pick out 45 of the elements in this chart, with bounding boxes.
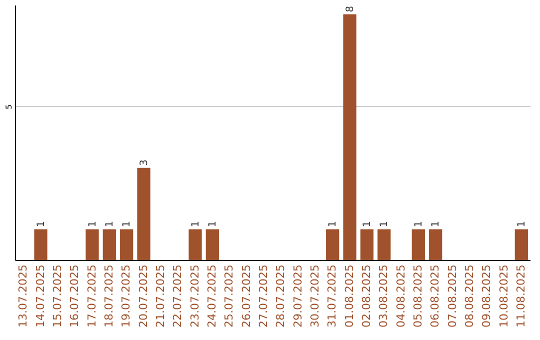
data-label: 3 (138, 159, 150, 166)
x-tick-label: 25.07.2025 (222, 264, 236, 328)
x-tick-label: 31.07.2025 (326, 264, 339, 328)
x-tick-label: 19.07.2025 (120, 264, 133, 328)
x-tick-label: 24.07.2025 (205, 264, 218, 328)
data-label: 1 (190, 220, 202, 228)
x-tick-label: 05.08.2025 (411, 264, 424, 328)
x-tick-label: 11.08.2025 (514, 264, 528, 328)
x-tick-label: 29.07.2025 (291, 264, 304, 328)
data-label: 1 (207, 220, 218, 228)
x-tick-label: 13.07.2025 (16, 264, 30, 328)
y-tick-label: 5 (4, 104, 14, 110)
x-tick-label: 01.08.2025 (342, 264, 356, 328)
x-tick-label: 15.07.2025 (50, 264, 64, 328)
x-tick-label: 06.08.2025 (428, 264, 442, 328)
x-tick-label: 30.07.2025 (308, 264, 322, 328)
x-tick-label: 21.07.2025 (154, 264, 167, 328)
x-tick-label: 09.08.2025 (480, 264, 494, 328)
data-label: 8 (344, 6, 356, 12)
x-tick-label: 03.08.2025 (377, 264, 390, 328)
data-label: 1 (87, 220, 98, 228)
data-label: 1 (413, 220, 424, 228)
x-tick-label: 14.07.2025 (34, 264, 47, 328)
data-label: 1 (379, 220, 390, 228)
data-label: 1 (362, 220, 373, 228)
x-tick-label: 08.08.2025 (462, 264, 476, 328)
x-tick-label: 02.08.2025 (360, 264, 373, 328)
x-tick-label: 23.07.2025 (188, 264, 202, 328)
x-tick-label: 26.07.2025 (240, 264, 253, 328)
x-tick-label: 16.07.2025 (68, 264, 82, 328)
x-tick-label: 22.07.2025 (171, 264, 184, 328)
x-tick-label: 27.07.2025 (256, 264, 270, 328)
data-label: 1 (328, 220, 339, 228)
data-label: 1 (516, 220, 528, 228)
x-tick-label: 07.08.2025 (446, 264, 459, 328)
data-label: 1 (36, 220, 47, 228)
data-label: 1 (430, 220, 442, 228)
x-tick-label: 10.08.2025 (497, 264, 510, 328)
x-tick-label: 18.07.2025 (102, 264, 116, 328)
x-tick-label: 04.08.2025 (394, 264, 408, 328)
data-label: 1 (122, 220, 133, 228)
x-tick-label: 28.07.2025 (274, 264, 288, 328)
x-tick-label: 20.07.2025 (136, 264, 150, 328)
x-tick-label: 17.07.2025 (85, 264, 98, 328)
data-label: 1 (104, 220, 116, 228)
